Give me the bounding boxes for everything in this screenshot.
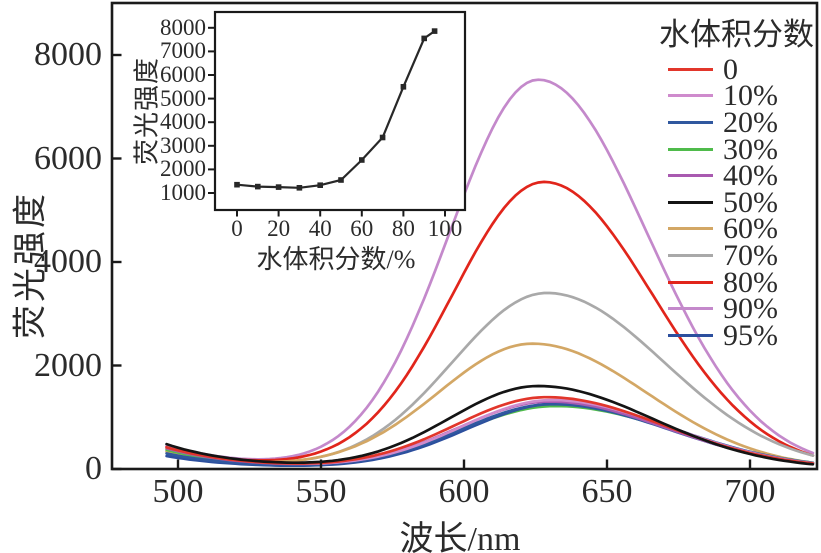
main-y-tick-label: 2000 [34,346,102,384]
spectrum-curve-50% [165,384,815,466]
legend-swatch [668,253,713,257]
inset-y-tick-label: 6000 [160,62,206,87]
inset-x-tick-label: 60 [350,216,374,241]
inset-x-tick-label: 0 [231,216,243,241]
legend-swatch [668,227,713,231]
inset-y-tick-label: 1000 [160,180,206,205]
inset-data-marker [255,183,261,190]
legend-label: 20% [723,105,778,139]
inset-y-tick-label: 5000 [160,85,206,111]
legend-swatch [668,333,713,337]
legend-label: 70% [723,238,778,272]
legend-item-40%: 40% [652,159,821,193]
inset-data-marker [379,134,386,141]
inset-x-tick-label: 20 [267,216,291,241]
legend-swatch [668,94,713,98]
legend-label: 60% [723,212,778,246]
legend-swatch [668,307,713,311]
inset-x-tick-label: 80 [391,216,415,241]
legend-item-70%: 70% [652,238,821,272]
legend-swatch [668,200,713,204]
inset-data-marker [275,184,282,190]
spectrum-curve-90% [165,78,815,461]
legend-label: 30% [723,132,778,166]
legend-item-60%: 60% [652,212,821,246]
main-y-tick-label: 8000 [34,36,102,73]
inset-y-tick-label: 2000 [160,156,206,182]
main-x-tick-label: 600 [438,473,490,510]
legend-item-90%: 90% [652,292,821,326]
legend-label: 80% [723,265,778,299]
legend-item-30%: 30% [652,132,821,166]
inset-y-tick-label: 4000 [160,109,206,135]
legend-label: 90% [723,292,778,326]
main-x-axis-label: 波长/nm [399,521,521,553]
legend-item-20%: 20% [652,105,821,139]
inset-data-marker [431,28,438,34]
inset-axes-box [213,10,467,212]
inset-data-marker [296,185,303,191]
legend-label: 10% [723,79,778,113]
main-y-tick-label: 6000 [34,139,102,177]
legend-label: 0 [723,52,738,86]
inset-data-marker [338,177,344,183]
legend-item-50%: 50% [652,185,821,219]
legend-item-80%: 80% [652,265,821,299]
inset-data-marker [359,157,365,163]
legend-item-10%: 10% [652,79,821,113]
legend-label: 40% [723,159,778,193]
inset-data-marker [400,84,407,90]
legend: 水体积分数 0 10% 20% 30% 40% 50% 60% 70% 80% 90% 95% [652,14,821,352]
inset-x-axis-label: 水体积分数/% [256,245,416,274]
legend-swatch [668,67,713,71]
legend-label: 95% [723,318,778,352]
inset-y-tick-label: 7000 [160,38,206,64]
legend-title: 水体积分数 [659,17,814,52]
inset-y-tick-label: 8000 [160,14,206,40]
spectrum-curve-80% [165,180,815,462]
legend-item-0: 0 [652,52,821,86]
inset-data-marker [317,182,323,188]
inset-x-tick-label: 40 [308,216,332,241]
main-y-tick-label: 4000 [34,243,102,280]
legend-label: 50% [723,185,778,219]
legend-swatch [668,120,713,124]
inset-y-tick-label: 3000 [160,132,206,158]
legend-swatch [668,147,713,151]
main-x-tick-label: 550 [295,473,347,510]
legend-swatch [668,174,713,178]
inset-data-marker [234,181,240,188]
main-y-tick-label: 0 [85,450,102,487]
main-x-tick-label: 700 [724,473,776,510]
legend-item-95%: 95% [652,318,821,352]
main-x-tick-label: 650 [581,473,633,510]
legend-items: 0 10% 20% 30% 40% 50% 60% 70% 80% 90% 95% [652,52,821,352]
inset-data-marker [421,35,427,42]
inset-x-tick-label: 100 [427,216,463,241]
legend-swatch [668,280,713,284]
main-x-tick-label: 500 [152,473,204,510]
